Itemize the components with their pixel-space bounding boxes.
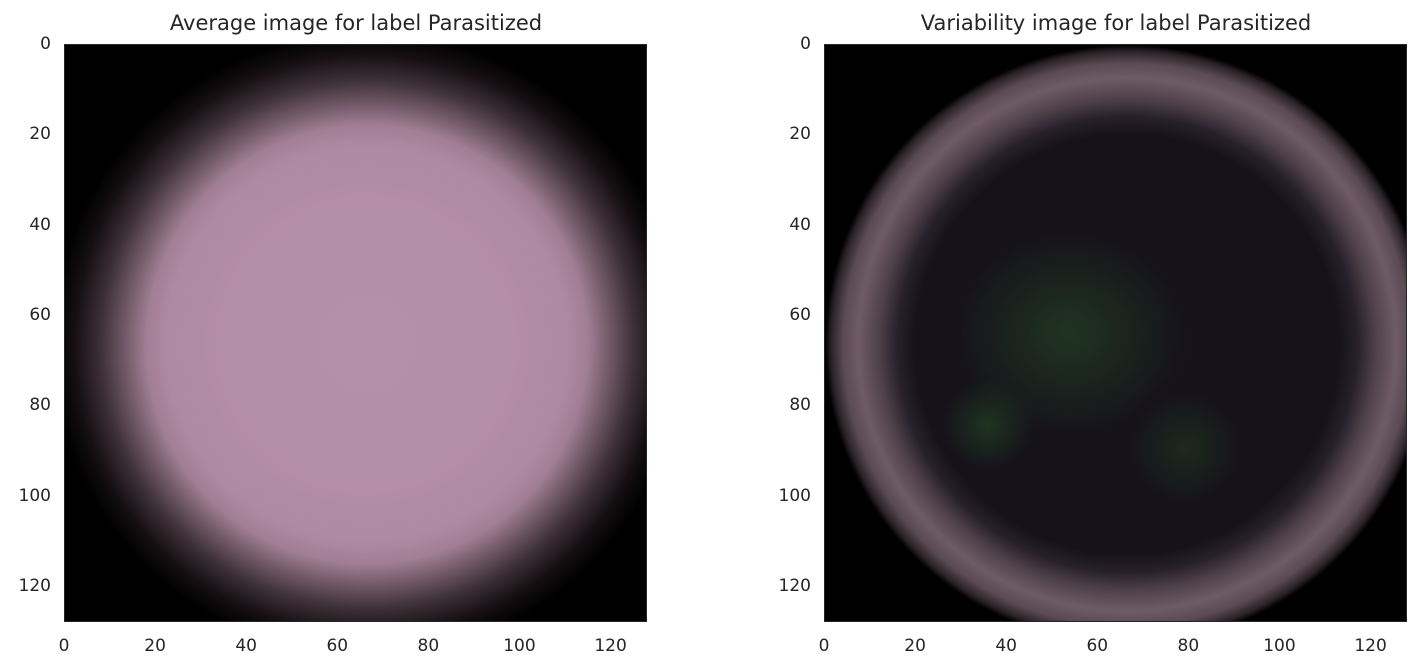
chart-title: Average image for label Parasitized xyxy=(169,11,543,35)
y-tick-label: 80 xyxy=(29,395,51,416)
y-tick-label: 0 xyxy=(40,34,51,54)
y-tick-label: 100 xyxy=(18,485,51,506)
y-tick-label: 120 xyxy=(18,575,51,596)
y-tick-label: 60 xyxy=(789,304,811,325)
x-tick-label: 60 xyxy=(1086,636,1109,656)
x-tick-label: 80 xyxy=(417,636,440,656)
x-tick-label: 80 xyxy=(1177,636,1200,656)
x-tick-label: 120 xyxy=(594,636,627,656)
y-tick-label: 40 xyxy=(789,214,811,235)
average-image-heatmap xyxy=(64,44,647,622)
y-tick-label: 0 xyxy=(800,34,811,54)
x-tick-label: 60 xyxy=(326,636,349,656)
y-tick-label: 20 xyxy=(29,124,51,145)
variability-image-heatmap xyxy=(824,44,1407,622)
x-tick-label: 0 xyxy=(58,636,70,656)
x-tick-label: 20 xyxy=(904,636,926,656)
y-tick-label: 60 xyxy=(29,304,51,325)
variability-image-panel: Variability image for label Parasitized … xyxy=(760,0,1422,671)
y-tick-label: 40 xyxy=(29,214,51,235)
y-tick-label: 100 xyxy=(778,485,811,506)
x-tick-label: 40 xyxy=(995,636,1018,656)
y-tick-label: 80 xyxy=(789,395,811,416)
x-tick-label: 40 xyxy=(235,636,258,656)
x-tick-label: 20 xyxy=(144,636,166,656)
y-tick-label: 120 xyxy=(778,575,811,596)
x-tick-label: 120 xyxy=(1354,636,1387,656)
x-tick-label: 100 xyxy=(503,636,536,656)
y-tick-label: 20 xyxy=(789,124,811,145)
chart-title: Variability image for label Parasitized xyxy=(920,11,1312,35)
average-image-panel: Average image for label Parasitized 0 20 4… xyxy=(0,0,700,671)
x-tick-label: 100 xyxy=(1263,636,1296,656)
x-tick-label: 0 xyxy=(818,636,830,656)
